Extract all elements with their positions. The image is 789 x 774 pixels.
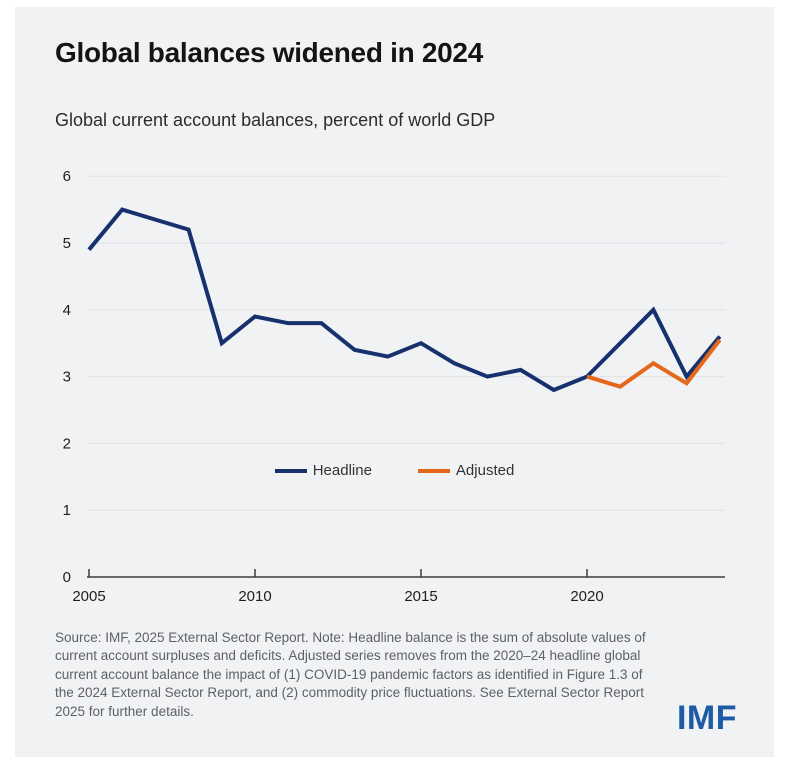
legend-label-adjusted: Adjusted bbox=[455, 462, 515, 479]
legend-label-headline: Headline bbox=[312, 462, 372, 479]
adjusted-line bbox=[586, 338, 722, 389]
y-tick-label: 3 bbox=[63, 369, 71, 386]
line-chart: 2005 2010 2015 2020 0 1 2 3 4 5 6 bbox=[63, 168, 725, 605]
imf-logo: IMF bbox=[676, 699, 737, 737]
chart-legend: Headline Adjusted bbox=[15, 462, 774, 479]
x-tick-label: 2010 bbox=[238, 588, 271, 605]
y-tick-label: 5 bbox=[63, 235, 71, 252]
x-tick-label: 2015 bbox=[404, 588, 437, 605]
y-tick-label: 4 bbox=[63, 302, 71, 319]
chart-subtitle: Global current account balances, percent… bbox=[55, 110, 496, 130]
y-tick-label: 0 bbox=[63, 569, 71, 586]
adjusted-line-swatch bbox=[417, 468, 450, 473]
chart-title: Global balances widened in 2024 bbox=[55, 37, 483, 68]
headline-line-swatch bbox=[274, 468, 307, 473]
x-tick-label: 2005 bbox=[72, 588, 105, 605]
headline-line bbox=[87, 207, 722, 393]
source-note: Source: IMF, 2025 External Sector Report… bbox=[55, 630, 646, 719]
chart-card: Global balances widened in 2024 Global c… bbox=[15, 7, 774, 757]
legend-item-headline: Headline bbox=[274, 462, 372, 479]
y-tick-label: 1 bbox=[63, 502, 71, 519]
y-tick-label: 6 bbox=[63, 168, 71, 185]
y-tick-label: 2 bbox=[63, 435, 71, 452]
legend-item-adjusted: Adjusted bbox=[417, 462, 515, 479]
x-tick-label: 2020 bbox=[570, 588, 603, 605]
